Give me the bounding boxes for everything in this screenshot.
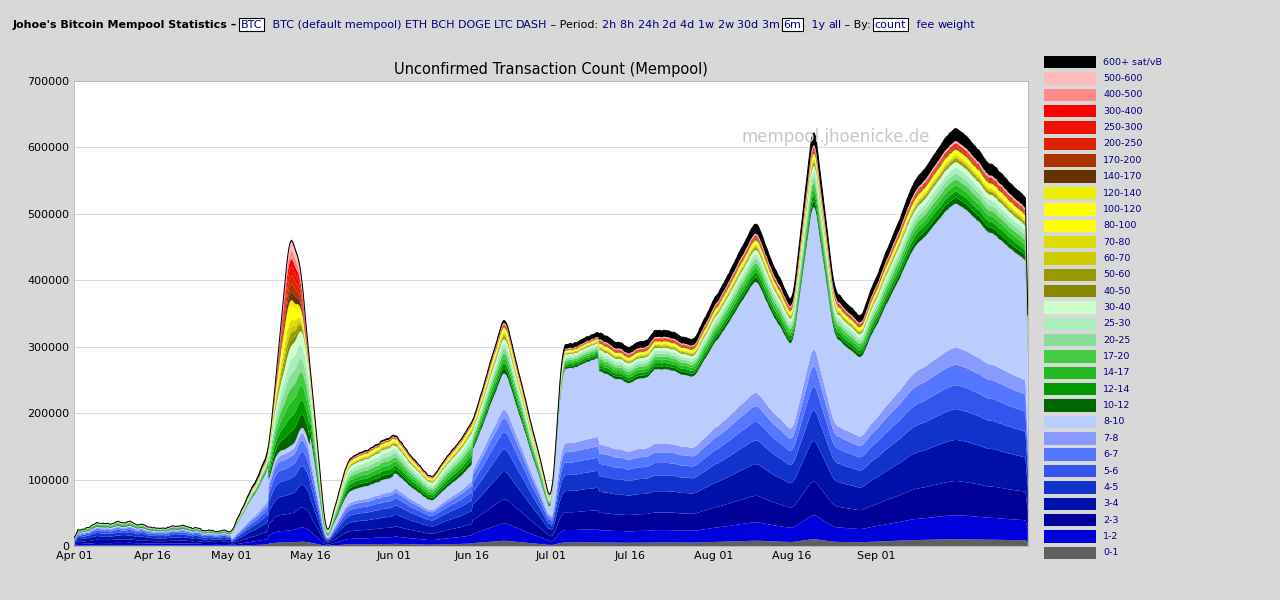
- Text: DASH: DASH: [516, 20, 548, 29]
- Text: 2-3: 2-3: [1103, 515, 1119, 524]
- Text: 1y: 1y: [808, 20, 828, 29]
- Text: 5-6: 5-6: [1103, 467, 1119, 476]
- Title: Unconfirmed Transaction Count (Mempool): Unconfirmed Transaction Count (Mempool): [394, 62, 708, 77]
- Text: 500-600: 500-600: [1103, 74, 1143, 83]
- Text: Johoe's Bitcoin Mempool Statistics –: Johoe's Bitcoin Mempool Statistics –: [13, 20, 241, 29]
- Text: BTC: BTC: [241, 20, 262, 29]
- Text: weight: weight: [937, 20, 975, 29]
- Bar: [1044, 301, 1096, 314]
- Text: count: count: [874, 20, 906, 29]
- Bar: [1044, 236, 1096, 248]
- Text: 17-20: 17-20: [1103, 352, 1130, 361]
- Text: 4-5: 4-5: [1103, 483, 1119, 492]
- Bar: [1044, 465, 1096, 477]
- Bar: [1044, 220, 1096, 232]
- Bar: [1044, 56, 1096, 68]
- Bar: [1044, 383, 1096, 395]
- Text: 30-40: 30-40: [1103, 303, 1130, 312]
- Text: – By:: – By:: [841, 20, 874, 29]
- Bar: [1044, 400, 1096, 412]
- Text: 300-400: 300-400: [1103, 107, 1143, 116]
- Text: mempool.jhoenicke.de: mempool.jhoenicke.de: [742, 127, 931, 145]
- Text: fee: fee: [913, 20, 937, 29]
- Text: 10-12: 10-12: [1103, 401, 1130, 410]
- Bar: [1044, 105, 1096, 118]
- Bar: [1044, 530, 1096, 542]
- Text: 30d: 30d: [737, 20, 762, 29]
- Text: 12-14: 12-14: [1103, 385, 1130, 394]
- Bar: [1044, 170, 1096, 183]
- Text: all: all: [828, 20, 841, 29]
- Bar: [1044, 73, 1096, 85]
- Text: 120-140: 120-140: [1103, 188, 1143, 197]
- Text: 140-170: 140-170: [1103, 172, 1143, 181]
- Text: 8h: 8h: [620, 20, 637, 29]
- Bar: [1044, 497, 1096, 510]
- Bar: [1044, 416, 1096, 428]
- Text: 3m: 3m: [762, 20, 783, 29]
- Bar: [1044, 547, 1096, 559]
- Bar: [1044, 203, 1096, 215]
- Text: ETH: ETH: [404, 20, 430, 29]
- Text: 60-70: 60-70: [1103, 254, 1130, 263]
- Text: 6m: 6m: [783, 20, 801, 29]
- Text: BTC (default mempool): BTC (default mempool): [269, 20, 404, 29]
- Text: 0-1: 0-1: [1103, 548, 1119, 557]
- Bar: [1044, 350, 1096, 363]
- Text: 50-60: 50-60: [1103, 270, 1130, 279]
- Bar: [1044, 448, 1096, 461]
- Text: 4d: 4d: [680, 20, 698, 29]
- Text: 250-300: 250-300: [1103, 123, 1143, 132]
- Bar: [1044, 252, 1096, 265]
- Text: 8-10: 8-10: [1103, 418, 1124, 427]
- Text: 24h: 24h: [637, 20, 663, 29]
- Text: 600+ sat/vB: 600+ sat/vB: [1103, 58, 1162, 67]
- Text: 400-500: 400-500: [1103, 91, 1143, 100]
- Text: 14-17: 14-17: [1103, 368, 1130, 377]
- Text: 6-7: 6-7: [1103, 450, 1119, 459]
- Bar: [1044, 432, 1096, 445]
- Text: LTC: LTC: [494, 20, 516, 29]
- Text: DOGE: DOGE: [457, 20, 494, 29]
- Bar: [1044, 514, 1096, 526]
- Bar: [1044, 481, 1096, 494]
- Text: 25-30: 25-30: [1103, 319, 1130, 328]
- Text: – Period:: – Period:: [548, 20, 602, 29]
- Text: 2d: 2d: [663, 20, 680, 29]
- Bar: [1044, 285, 1096, 298]
- Text: 1w: 1w: [698, 20, 718, 29]
- Bar: [1044, 334, 1096, 346]
- Text: BCH: BCH: [430, 20, 457, 29]
- Bar: [1044, 269, 1096, 281]
- Text: 2h: 2h: [602, 20, 620, 29]
- Text: 70-80: 70-80: [1103, 238, 1130, 247]
- Text: 3-4: 3-4: [1103, 499, 1119, 508]
- Bar: [1044, 121, 1096, 134]
- Text: 80-100: 80-100: [1103, 221, 1137, 230]
- Text: 2w: 2w: [718, 20, 737, 29]
- Bar: [1044, 89, 1096, 101]
- Text: 40-50: 40-50: [1103, 287, 1130, 296]
- Bar: [1044, 138, 1096, 150]
- Text: 170-200: 170-200: [1103, 156, 1143, 165]
- Bar: [1044, 154, 1096, 167]
- Text: 200-250: 200-250: [1103, 139, 1143, 148]
- Bar: [1044, 317, 1096, 330]
- Text: 20-25: 20-25: [1103, 336, 1130, 345]
- Text: 1-2: 1-2: [1103, 532, 1119, 541]
- Text: 100-120: 100-120: [1103, 205, 1143, 214]
- Bar: [1044, 367, 1096, 379]
- Text: 7-8: 7-8: [1103, 434, 1119, 443]
- Bar: [1044, 187, 1096, 199]
